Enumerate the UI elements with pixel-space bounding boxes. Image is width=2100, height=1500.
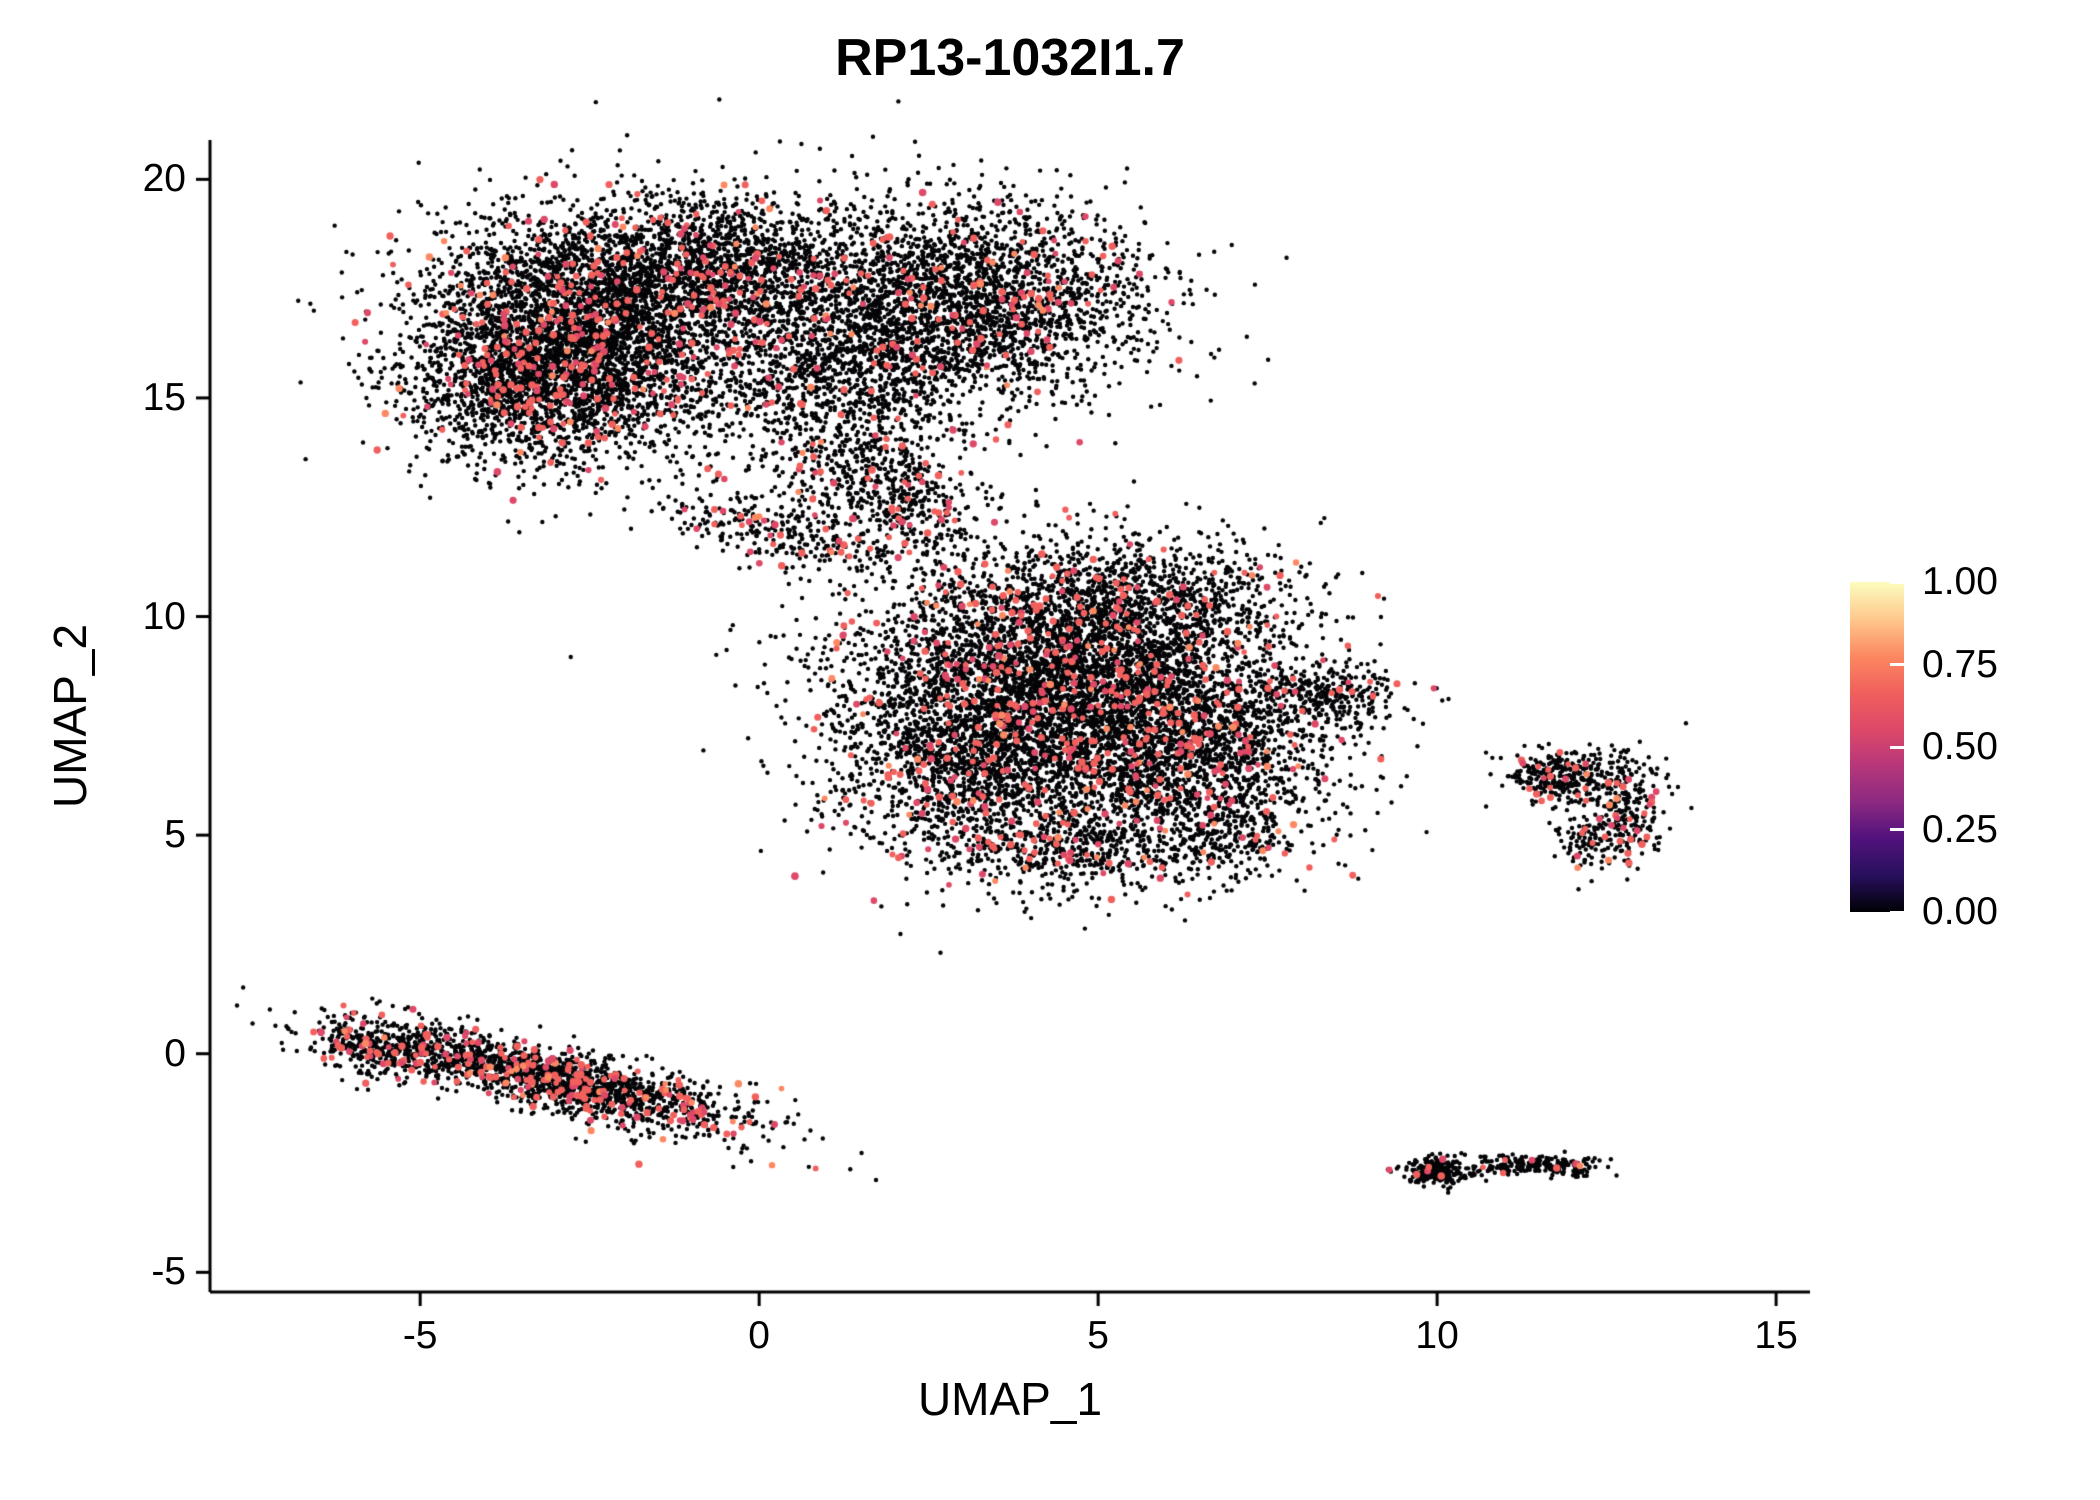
colorbar-tick-label: 0.75 bbox=[1922, 642, 1998, 686]
colorbar-tick-label: 0.00 bbox=[1922, 890, 1998, 933]
y-tick-label: 10 bbox=[142, 594, 186, 638]
y-tick-label: -5 bbox=[151, 1250, 186, 1294]
colorbar-tick-notch bbox=[1890, 828, 1904, 831]
colorbar-tick-label: 0.25 bbox=[1922, 807, 1998, 851]
y-tick-label: 0 bbox=[164, 1031, 186, 1075]
y-tick-label: 15 bbox=[142, 375, 186, 419]
y-tick-label: 20 bbox=[142, 157, 186, 201]
colorbar-gradient bbox=[1850, 580, 1904, 914]
colorbar-tick-notch bbox=[1890, 580, 1904, 584]
y-axis-label: UMAP_2 bbox=[44, 623, 96, 809]
x-tick-label: -5 bbox=[402, 1314, 438, 1357]
colorbar-tick-label: 0.50 bbox=[1922, 725, 1998, 768]
x-axis-label: UMAP_1 bbox=[917, 1373, 1103, 1425]
x-tick-label: 5 bbox=[1087, 1314, 1109, 1357]
y-tick-label: 5 bbox=[164, 813, 186, 857]
colorbar-tick-label: 1.00 bbox=[1922, 560, 1998, 603]
colorbar-tick-notch bbox=[1890, 745, 1904, 749]
colorbar-tick-notch bbox=[1890, 663, 1904, 666]
plot-title: RP13-1032I1.7 bbox=[835, 29, 1185, 87]
x-tick-label: 15 bbox=[1754, 1314, 1798, 1357]
x-tick-label: 10 bbox=[1415, 1314, 1459, 1357]
x-tick-label: 0 bbox=[748, 1314, 770, 1357]
colorbar-tick-notch bbox=[1890, 910, 1904, 914]
